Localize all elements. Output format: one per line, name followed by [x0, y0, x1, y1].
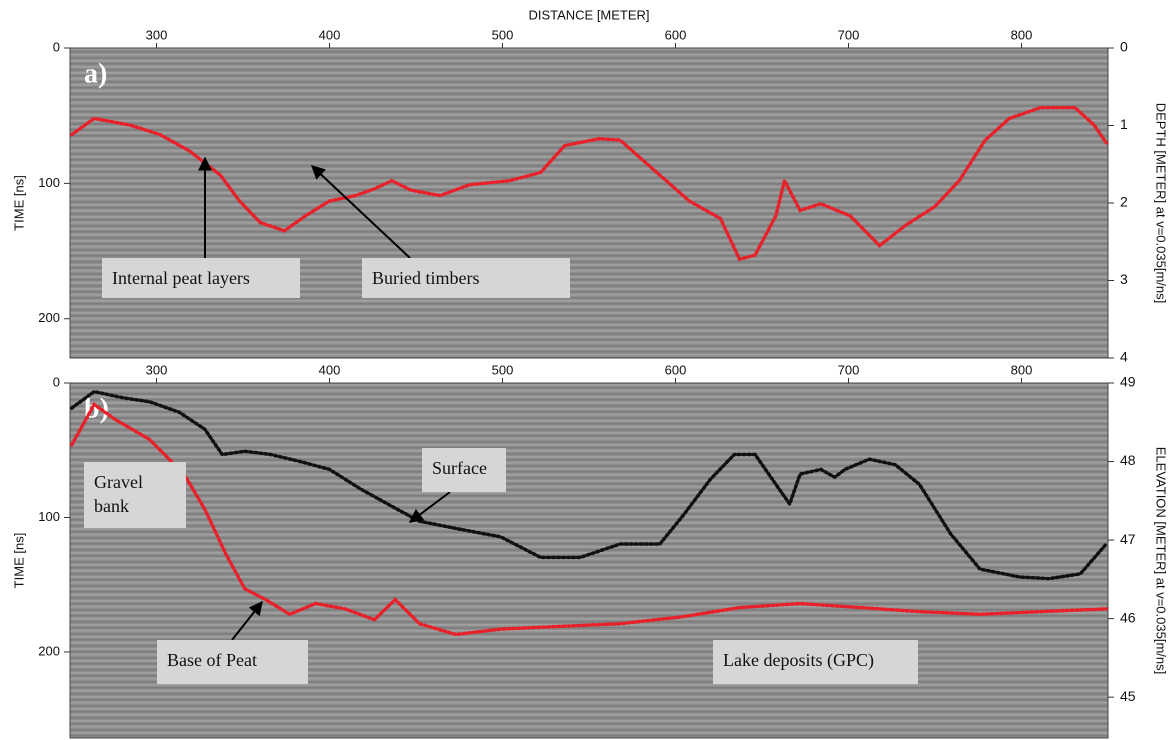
- panel-label: a): [84, 58, 107, 89]
- x-tick-label: 300: [146, 27, 168, 42]
- annotation: Gravel bank: [84, 462, 186, 528]
- annotation: Base of Peat: [157, 640, 308, 684]
- horizon-line: [69, 389, 1109, 581]
- radargram: [69, 382, 1109, 739]
- y2-tick-label: 4: [1120, 349, 1128, 365]
- x-tick-label: 500: [492, 362, 514, 377]
- arrow: [408, 491, 451, 523]
- y2-axis-title: DEPTH [METER] at v=0.035[m/ns]: [1154, 103, 1169, 303]
- y-tick-label: 100: [38, 509, 60, 524]
- x-tick-label: 800: [1011, 27, 1033, 42]
- annotation: Internal peat layers: [102, 258, 300, 298]
- y-tick-label: 0: [53, 39, 60, 54]
- x-tick-label: 600: [665, 27, 687, 42]
- panel-label: b): [84, 393, 109, 424]
- y2-tick-label: 45: [1120, 688, 1136, 704]
- y2-tick-label: 1: [1120, 116, 1128, 132]
- y2-tick-label: 47: [1120, 531, 1136, 547]
- x-tick-label: 300: [146, 362, 168, 377]
- horizon-line: [69, 401, 1109, 637]
- y2-axis-title: ELEVATION [METER] at v=0.035[m/ns]: [1154, 447, 1169, 674]
- y2-tick-label: 0: [1120, 39, 1128, 55]
- x-tick-label: 700: [838, 27, 860, 42]
- y2-tick-label: 49: [1120, 374, 1136, 390]
- horizon-line: [69, 105, 1109, 262]
- radargram: [69, 47, 1109, 359]
- y2-tick-label: 46: [1120, 609, 1136, 625]
- y-tick-label: 100: [38, 175, 60, 190]
- x-tick-label: 400: [319, 27, 341, 42]
- y-axis-title: TIME [ns]: [11, 533, 26, 589]
- y2-tick-label: 48: [1120, 452, 1136, 468]
- y-axis-title: TIME [ns]: [11, 175, 26, 231]
- x-tick-label: 600: [665, 362, 687, 377]
- y2-tick-label: 3: [1120, 271, 1128, 287]
- x-tick-label: 500: [492, 27, 514, 42]
- y2-tick-label: 2: [1120, 194, 1128, 210]
- axes: 300 400 500 600 700 800 0 100 200 0 1 2 3 4 DISTANCE […: [11, 7, 1169, 739]
- y-tick-label: 200: [38, 310, 60, 325]
- y-tick-label: 200: [38, 643, 60, 658]
- annotation: Lake deposits (GPC): [713, 640, 918, 684]
- x-axis-title: DISTANCE [METER]: [528, 7, 649, 22]
- x-tick-label: 700: [838, 362, 860, 377]
- annotation: Surface: [422, 448, 506, 492]
- arrow: [231, 600, 263, 641]
- x-tick-label: 400: [319, 362, 341, 377]
- arrow: [310, 165, 411, 259]
- annotation: Buried timbers: [362, 258, 570, 298]
- y-tick-label: 0: [53, 374, 60, 389]
- x-tick-label: 800: [1011, 362, 1033, 377]
